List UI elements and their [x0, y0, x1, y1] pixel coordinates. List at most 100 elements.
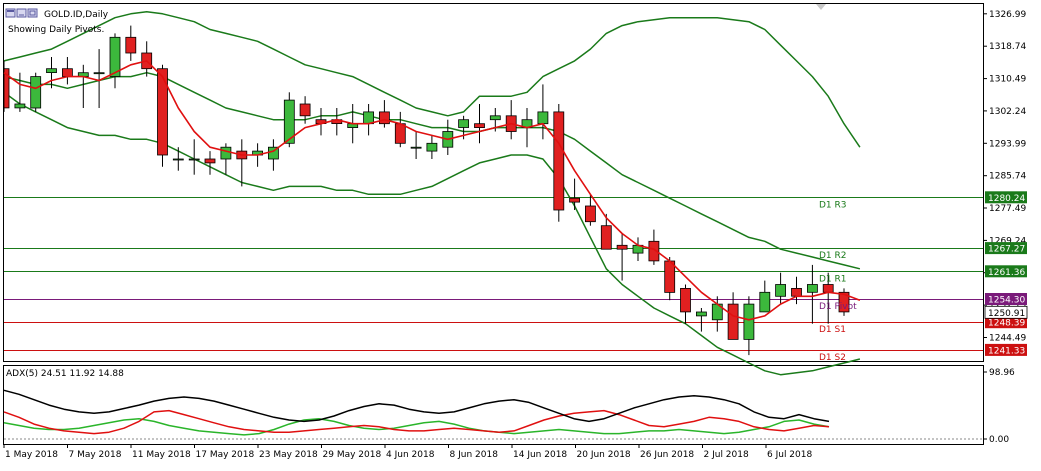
bull-candle	[775, 284, 786, 297]
bull-candle	[109, 36, 121, 77]
bear-candle	[838, 291, 850, 313]
price-tag-d1-r2: 1267.27	[988, 245, 1025, 255]
bear-candle	[157, 68, 168, 156]
adx-title: ADX(5) 24.51 11.92 14.88	[6, 369, 124, 379]
current-price-tag: 1250.91	[988, 309, 1025, 319]
bear-candle	[3, 68, 10, 109]
bull-candle	[283, 99, 295, 144]
pivot-label-d1-pivot: D1 Pivot	[819, 302, 857, 312]
price-tick-label: 1293.99	[989, 139, 1026, 149]
pivot-label-d1-r1: D1 R1	[819, 274, 847, 284]
time-tick-label: 6 Jul 2018	[767, 450, 812, 460]
bull-candle	[426, 142, 438, 152]
time-tick-label: 29 May 2018	[323, 450, 382, 460]
time-tick-label: 2 Jul 2018	[704, 450, 749, 460]
bear-candle	[585, 205, 596, 223]
bear-candle	[125, 36, 137, 54]
chart-window-icon[interactable]	[5, 8, 16, 18]
price-tag-d1-pivot: 1254.30	[988, 296, 1025, 306]
bull-candle	[93, 72, 105, 75]
price-tag-bg	[985, 191, 1027, 204]
chart-shift-marker-icon	[816, 4, 826, 10]
adx-minus-di-line	[3, 409, 830, 435]
adx-tick-label: 0.00	[989, 435, 1009, 445]
time-tick-label: 7 May 2018	[69, 450, 122, 460]
bull-candle	[30, 76, 42, 109]
bear-candle	[727, 303, 739, 340]
bear-candle	[553, 111, 565, 211]
bull-candle	[458, 119, 470, 128]
bear-candle	[791, 287, 802, 297]
current-price-tag-bg	[984, 305, 1028, 319]
bear-candle	[394, 123, 406, 144]
time-tick-label: 4 Jun 2018	[386, 450, 435, 460]
pivot-label-d1-r2: D1 R2	[819, 251, 847, 261]
pivot-lines	[4, 197, 983, 351]
price-tag-bg	[985, 343, 1027, 356]
bear-candle	[680, 287, 691, 313]
price-tick-label: 1302.24	[989, 107, 1026, 117]
time-tick-label: 23 May 2018	[259, 450, 318, 460]
bear-candle	[474, 123, 485, 128]
bull-candle	[696, 311, 707, 317]
bull-candle	[537, 111, 549, 125]
moving-average	[3, 60, 861, 321]
maximize-icon[interactable]	[27, 8, 38, 18]
price-tick-label: 1269.24	[989, 236, 1026, 246]
bull-candle	[14, 103, 26, 109]
bull-candle	[172, 158, 184, 161]
bull-candle	[46, 68, 57, 73]
price-tick-label: 1277.49	[989, 204, 1026, 214]
adx-axis: 98.96 0.00	[983, 368, 1015, 445]
bear-candle	[569, 197, 580, 203]
price-tag-d1-r1: 1261.36	[988, 268, 1025, 278]
price-tag-bg	[985, 293, 1027, 305]
price-tag-bg	[985, 316, 1027, 329]
bear-candle	[600, 225, 612, 250]
bull-candle	[759, 291, 771, 313]
bear-candle	[204, 158, 216, 164]
chart-subtitle: Showing Daily Pivots.	[8, 25, 104, 35]
bull-candle	[743, 303, 755, 340]
price-tick-label: 1285.74	[989, 172, 1026, 182]
time-tick-label: 17 May 2018	[196, 450, 255, 460]
price-tag-bg	[985, 242, 1027, 255]
price-tag-d1-s2: 1241.33	[988, 346, 1025, 356]
time-tick-label: 1 May 2018	[5, 450, 58, 460]
bear-candle	[299, 103, 311, 117]
moving-average-line	[3, 60, 861, 321]
bear-candle	[822, 284, 834, 293]
bollinger-upper-line	[3, 11, 861, 148]
price-tick-label: 1326.99	[989, 10, 1026, 20]
pivot-label-d1-r3: D1 R3	[819, 200, 847, 210]
adx-main-line	[3, 389, 830, 423]
minimize-icon[interactable]	[16, 8, 27, 18]
adx-tick-label: 98.96	[989, 368, 1015, 378]
adx-indicator: ADX(5) 24.51 11.92 14.88	[3, 369, 983, 440]
bear-candle	[378, 111, 390, 125]
time-axis: 1 May 2018 7 May 2018 11 May 2018 17 May 20…	[3, 444, 812, 460]
bull-candle	[410, 146, 422, 149]
bull-candle	[807, 284, 818, 293]
bollinger-lower-line	[3, 91, 861, 376]
price-panel-frame	[3, 3, 984, 362]
price-tag-d1-s1: 1248.39	[988, 319, 1025, 329]
price-tag-d1-r3: 1280.24	[988, 194, 1025, 204]
bull-candle	[220, 146, 232, 160]
bear-candle	[648, 240, 660, 262]
time-tick-label: 26 Jun 2018	[640, 450, 694, 460]
bull-candle	[489, 115, 501, 121]
time-tick-label: 14 Jun 2018	[513, 450, 567, 460]
pivot-label-d1-s2: D1 S2	[819, 353, 846, 363]
price-tick-label: 1318.74	[989, 42, 1026, 52]
price-tick-label: 1244.49	[989, 334, 1026, 344]
pivot-labels: D1 R3 D1 R2 D1 R1 D1 Pivot D1 S1 D1 S2	[819, 200, 857, 363]
price-tick-label: 1310.49	[989, 75, 1026, 85]
bear-candle	[664, 260, 676, 293]
bear-candle	[62, 68, 73, 77]
bull-candle	[363, 111, 375, 125]
bull-candle	[188, 158, 200, 161]
price-tags: 1280.24 1267.27 1261.36 1254.30 1248.39 1241.…	[984, 191, 1028, 356]
